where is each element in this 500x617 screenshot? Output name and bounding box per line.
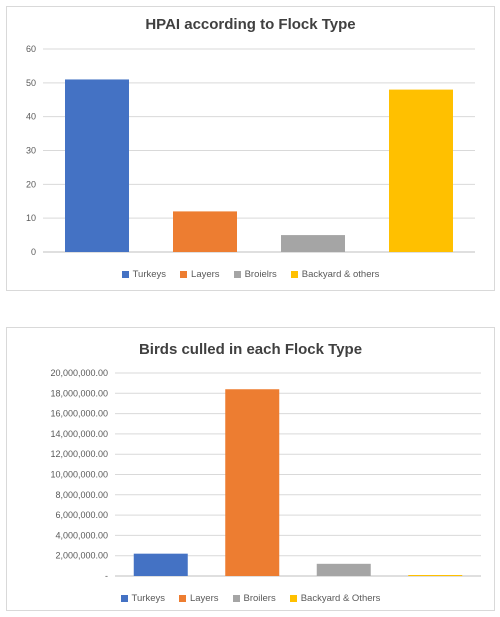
chart-plot-area: 0 10 20 30 40 50 60 xyxy=(26,44,475,257)
y-tick-label: 14,000,000.00 xyxy=(50,429,108,439)
y-tick-label: 40 xyxy=(26,112,36,122)
legend-label: Broielrs xyxy=(244,269,277,280)
chart-hpai-flock-type: HPAI according to Flock Type 0 10 20 30 40 50… xyxy=(6,6,495,291)
legend-swatch xyxy=(121,271,129,278)
legend-swatch xyxy=(290,271,298,278)
bar-turkeys xyxy=(65,79,129,252)
y-tick-label: 16,000,000.00 xyxy=(50,409,108,419)
legend-item: Broielrs xyxy=(233,269,277,280)
legend-item: Turkeys xyxy=(120,593,165,604)
y-tick-label: 30 xyxy=(26,146,36,156)
bar-layers xyxy=(225,389,280,576)
legend-swatch xyxy=(120,595,128,602)
legend-label: Backyard & Others xyxy=(300,593,381,604)
chart-birds-culled: Birds culled in each Flock Type - 2,000,0… xyxy=(6,327,495,611)
chart-title: HPAI according to Flock Type xyxy=(145,16,356,33)
chart-legend: Turkeys Layers Broielrs Backyard & others xyxy=(7,269,494,280)
legend-swatch xyxy=(232,595,240,602)
chart-plot-area: - 2,000,000.00 4,000,000.00 6,000,000.00 8,0… xyxy=(50,368,481,581)
y-tick-label: 8,000,000.00 xyxy=(55,490,108,500)
y-tick-label: 4,000,000.00 xyxy=(55,530,108,540)
legend-label: Layers xyxy=(189,593,219,604)
y-tick-label: 18,000,000.00 xyxy=(50,388,108,398)
legend-item: Layers xyxy=(180,269,220,280)
bar-backyard-others xyxy=(389,89,453,252)
y-tick-label: 6,000,000.00 xyxy=(55,510,108,520)
y-tick-label: 20,000,000.00 xyxy=(50,368,108,378)
legend-label: Layers xyxy=(191,269,220,280)
y-tick-label: 0 xyxy=(31,247,36,257)
y-tick-label: 10,000,000.00 xyxy=(50,470,108,480)
legend-item: Backyard & others xyxy=(290,269,380,280)
bar-broielrs xyxy=(281,235,345,252)
y-tick-label: 12,000,000.00 xyxy=(50,449,108,459)
bar-layers xyxy=(173,211,237,252)
bar-backyard-others xyxy=(408,575,463,576)
legend-label: Turkeys xyxy=(132,269,167,280)
bar-turkeys xyxy=(133,553,188,576)
y-tick-label: 10 xyxy=(26,213,36,223)
y-tick-label: 20 xyxy=(26,179,36,189)
chart-title: Birds culled in each Flock Type xyxy=(138,341,363,358)
legend-item: Turkeys xyxy=(121,269,167,280)
y-tick-label: - xyxy=(105,571,108,581)
legend-item: Layers xyxy=(178,593,219,604)
y-tick-label: 60 xyxy=(26,44,36,54)
legend-label: Broilers xyxy=(243,593,276,604)
legend-swatch xyxy=(178,595,186,602)
y-tick-label: 50 xyxy=(26,78,36,88)
legend-swatch xyxy=(233,271,241,278)
bar-broilers xyxy=(316,563,371,576)
y-tick-label: 2,000,000.00 xyxy=(55,551,108,561)
legend-swatch xyxy=(180,271,188,278)
chart-legend: Turkeys Layers Broilers Backyard & Others xyxy=(7,593,494,604)
legend-label: Turkeys xyxy=(131,593,165,604)
legend-item: Broilers xyxy=(232,593,276,604)
legend-item: Backyard & Others xyxy=(289,593,381,604)
legend-label: Backyard & others xyxy=(301,269,380,280)
legend-swatch xyxy=(289,595,297,602)
